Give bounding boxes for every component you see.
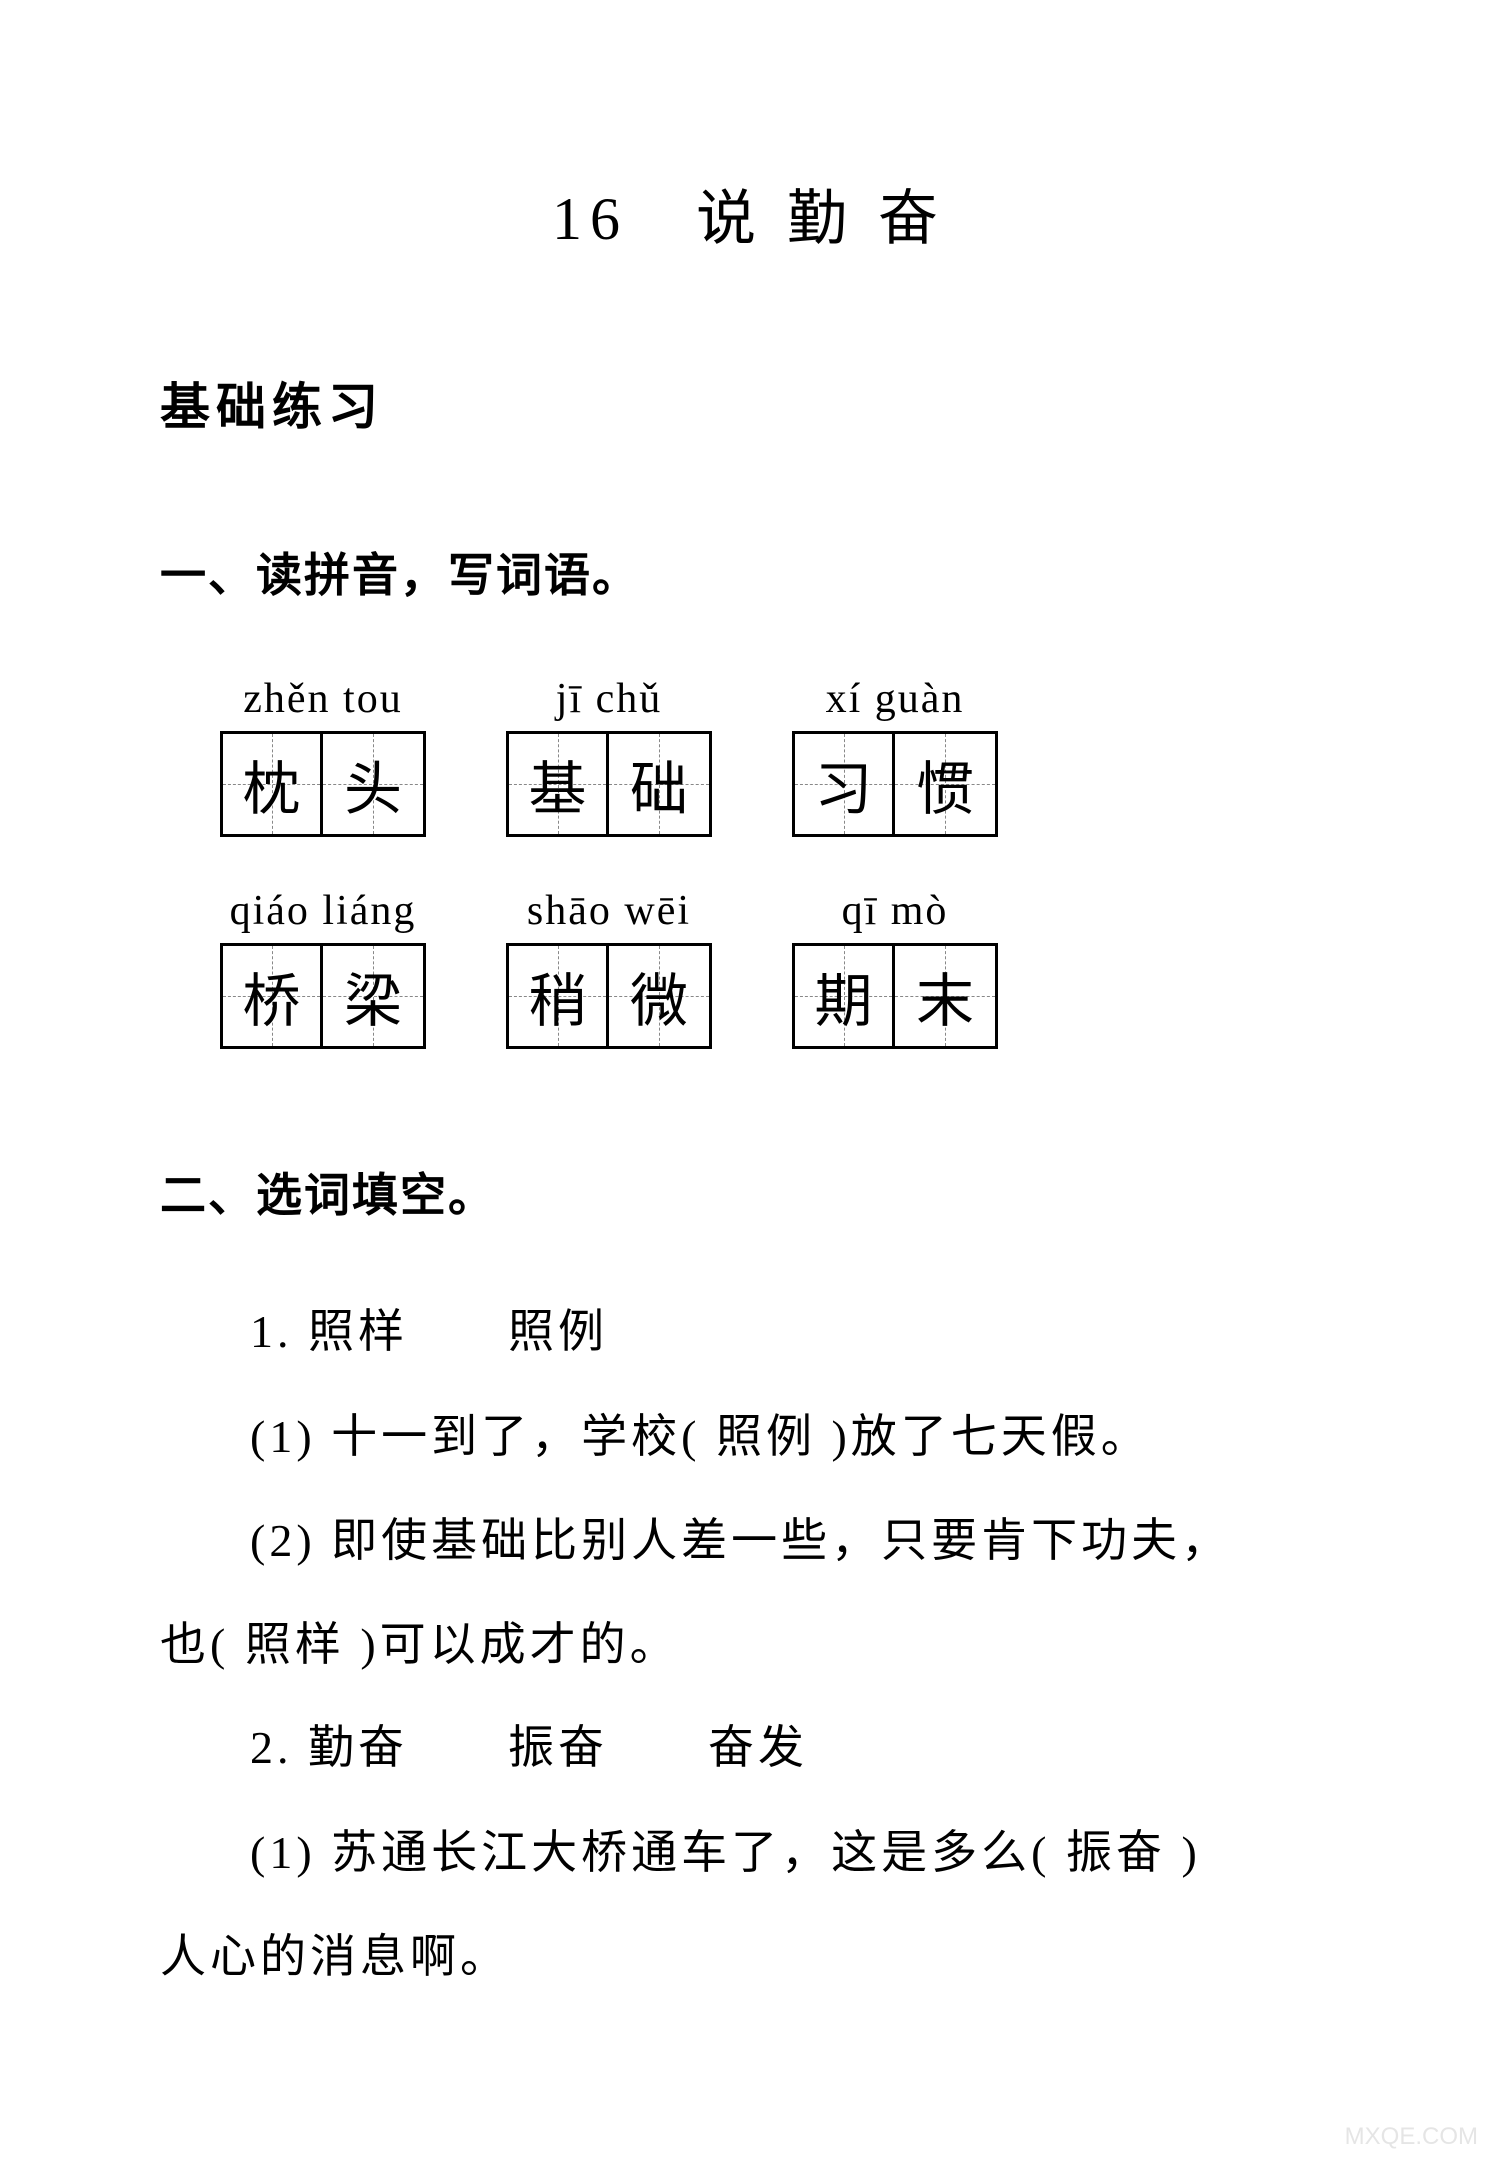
- pinyin-row: qiáo liáng 桥 梁 shāo wēi 稍 微 qī mò 期 末: [220, 887, 1338, 1049]
- char-box: 梁: [323, 946, 423, 1046]
- char-answer: 桥: [242, 954, 300, 1038]
- char-box: 末: [895, 946, 995, 1046]
- char-answer: 枕: [242, 742, 300, 826]
- sentence-text: (1) 苏通长江大桥通车了，这是多么(: [250, 1827, 1066, 1878]
- q1-options: 1. 照样 照例: [250, 1295, 1338, 1361]
- char-box-pair: 习 惯: [792, 731, 998, 837]
- char-box: 基: [509, 734, 609, 834]
- char-answer: 础: [630, 742, 688, 826]
- char-box: 桥: [223, 946, 323, 1046]
- char-box: 头: [323, 734, 423, 834]
- q2-options: 2. 勤奋 振奋 奋发: [250, 1711, 1338, 1777]
- char-answer: 稍: [528, 954, 586, 1038]
- word-block: qī mò 期 末: [792, 887, 998, 1049]
- fill-answer: 振奋: [1066, 1827, 1166, 1878]
- pinyin-label: qī mò: [842, 887, 949, 935]
- char-answer: 微: [630, 954, 688, 1038]
- char-answer: 习: [814, 742, 872, 826]
- char-box: 础: [609, 734, 709, 834]
- char-answer: 期: [814, 954, 872, 1038]
- pinyin-row: zhěn tou 枕 头 jī chǔ 基 础 xí guàn 习 惯: [220, 675, 1338, 837]
- sentence-text: 也(: [160, 1619, 245, 1670]
- char-box-pair: 桥 梁: [220, 943, 426, 1049]
- pinyin-label: shāo wēi: [527, 887, 691, 935]
- char-answer: 头: [344, 742, 402, 826]
- word-block: xí guàn 习 惯: [792, 675, 998, 837]
- q1-sentence2-line1: (2) 即使基础比别人差一些，只要肯下功夫，: [250, 1495, 1338, 1587]
- page-title: 16 说 勤 奋: [160, 170, 1338, 257]
- char-box: 习: [795, 734, 895, 834]
- char-box-pair: 稍 微: [506, 943, 712, 1049]
- char-box: 期: [795, 946, 895, 1046]
- worksheet-page: 16 说 勤 奋 基础练习 一、读拼音，写词语。 zhěn tou 枕 头 jī…: [0, 0, 1498, 2171]
- char-box: 微: [609, 946, 709, 1046]
- char-box-pair: 期 末: [792, 943, 998, 1049]
- section-heading: 基础练习: [160, 367, 1338, 439]
- q1-sentence1: (1) 十一到了，学校( 照例 )放了七天假。: [250, 1391, 1338, 1483]
- fill-blank-section: 1. 照样 照例 (1) 十一到了，学校( 照例 )放了七天假。 (2) 即使基…: [220, 1295, 1338, 2003]
- pinyin-label: xí guàn: [826, 675, 965, 723]
- char-answer: 末: [916, 954, 974, 1038]
- pinyin-label: zhěn tou: [243, 675, 402, 723]
- pinyin-word-grid: zhěn tou 枕 头 jī chǔ 基 础 xí guàn 习 惯: [220, 675, 1338, 1049]
- char-answer: 基: [528, 742, 586, 826]
- sentence-text: )放了七天假。: [816, 1411, 1151, 1462]
- word-block: qiáo liáng 桥 梁: [220, 887, 426, 1049]
- word-block: zhěn tou 枕 头: [220, 675, 426, 837]
- sentence-text: )可以成才的。: [345, 1619, 680, 1670]
- sentence-text: (1) 十一到了，学校(: [250, 1411, 716, 1462]
- fill-answer: 照例: [716, 1411, 816, 1462]
- word-block: jī chǔ 基 础: [506, 675, 712, 837]
- word-block: shāo wēi 稍 微: [506, 887, 712, 1049]
- exercise2-heading: 二、选词填空。: [160, 1159, 1338, 1225]
- fill-answer: 照样: [245, 1619, 345, 1670]
- q2-sentence1-line2: 人心的消息啊。: [160, 1911, 1338, 2003]
- pinyin-label: qiáo liáng: [230, 887, 417, 935]
- exercise1-heading: 一、读拼音，写词语。: [160, 539, 1338, 605]
- char-box: 稍: [509, 946, 609, 1046]
- char-answer: 惯: [916, 742, 974, 826]
- q1-sentence2-line2: 也( 照样 )可以成才的。: [160, 1599, 1338, 1691]
- char-box-pair: 基 础: [506, 731, 712, 837]
- pinyin-label: jī chǔ: [556, 675, 662, 723]
- char-answer: 梁: [344, 954, 402, 1038]
- q2-sentence1-line1: (1) 苏通长江大桥通车了，这是多么( 振奋 ): [250, 1807, 1338, 1899]
- sentence-text: ): [1166, 1827, 1201, 1878]
- char-box: 枕: [223, 734, 323, 834]
- char-box-pair: 枕 头: [220, 731, 426, 837]
- watermark-text: MXQE.COM: [1345, 2123, 1478, 2151]
- char-box: 惯: [895, 734, 995, 834]
